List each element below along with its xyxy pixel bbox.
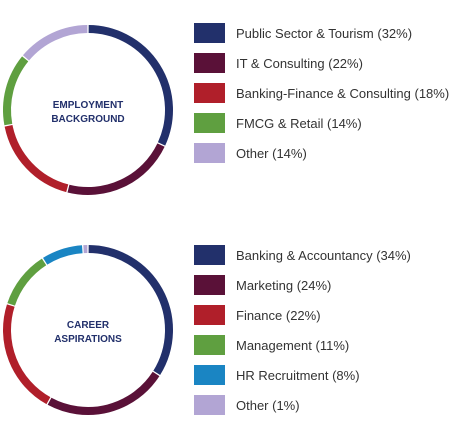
donut-slice-public-sector-tourism [88,25,173,146]
legend-swatch [194,143,225,163]
legend-label: Finance (22%) [236,307,321,323]
legend-swatch [194,335,225,355]
donut-slice-banking-finance-consulting [4,124,69,193]
legend-label: Marketing (24%) [236,277,332,293]
legend-swatch [194,245,225,265]
legend-item-marketing: Marketing (24%) [194,270,411,300]
legend-item-finance: Finance (22%) [194,300,411,330]
legend-label: Banking & Accountancy (34%) [236,247,411,263]
career-chart-title: CAREER ASPIRATIONS [13,319,163,347]
donut-slice-banking-accountancy [88,245,173,375]
legend-item-hr-recruitment: HR Recruitment (8%) [194,360,411,390]
donut-slice-management [7,258,47,306]
employment-chart-block: EMPLOYMENT BACKGROUND Public Sector & To… [0,0,450,215]
employment-legend: Public Sector & Tourism (32%) IT & Consu… [194,18,449,168]
legend-item-other: Other (14%) [194,138,449,168]
employment-chart-title: EMPLOYMENT BACKGROUND [13,99,163,127]
donut-slice-other [22,25,88,61]
career-chart-block: CAREER ASPIRATIONS Banking & Accountancy… [0,230,450,434]
legend-item-banking-accountancy: Banking & Accountancy (34%) [194,240,411,270]
legend-label: Banking-Finance & Consulting (18%) [236,85,450,101]
employment-donut-chart [3,25,173,195]
legend-label: Other (14%) [236,145,307,161]
legend-item-other: Other (1%) [194,390,411,420]
legend-label: IT & Consulting (22%) [236,55,363,71]
career-donut-chart [3,245,173,415]
career-legend: Banking & Accountancy (34%) Marketing (2… [194,240,411,420]
legend-swatch [194,23,225,43]
legend-swatch [194,53,225,73]
legend-label: Other (1%) [236,397,300,413]
donut-slice-finance [3,304,51,405]
legend-label: HR Recruitment (8%) [236,367,360,383]
donut-slice-fmcg-retail [3,56,29,126]
legend-swatch [194,305,225,325]
legend-item-public-sector: Public Sector & Tourism (32%) [194,18,449,48]
career-title-line-2: ASPIRATIONS [54,334,122,345]
legend-swatch [194,113,225,133]
donut-slice-it-consulting [67,143,165,195]
legend-swatch [194,395,225,415]
legend-swatch [194,275,225,295]
legend-item-it-consulting: IT & Consulting (22%) [194,48,449,78]
legend-swatch [194,83,225,103]
legend-label: Management (11%) [236,337,350,353]
legend-item-banking-finance: Banking-Finance & Consulting (18%) [194,78,449,108]
legend-swatch [194,365,225,385]
legend-label: Public Sector & Tourism (32%) [236,25,413,41]
legend-label: FMCG & Retail (14%) [236,115,362,131]
employment-title-line-1: EMPLOYMENT [52,100,124,111]
career-title-line-1: CAREER [66,320,110,331]
donut-slice-hr-recruitment [43,245,83,265]
donut-slice-marketing [47,371,160,415]
legend-item-fmcg-retail: FMCG & Retail (14%) [194,108,449,138]
legend-item-management: Management (11%) [194,330,411,360]
employment-title-line-2: BACKGROUND [51,114,125,125]
